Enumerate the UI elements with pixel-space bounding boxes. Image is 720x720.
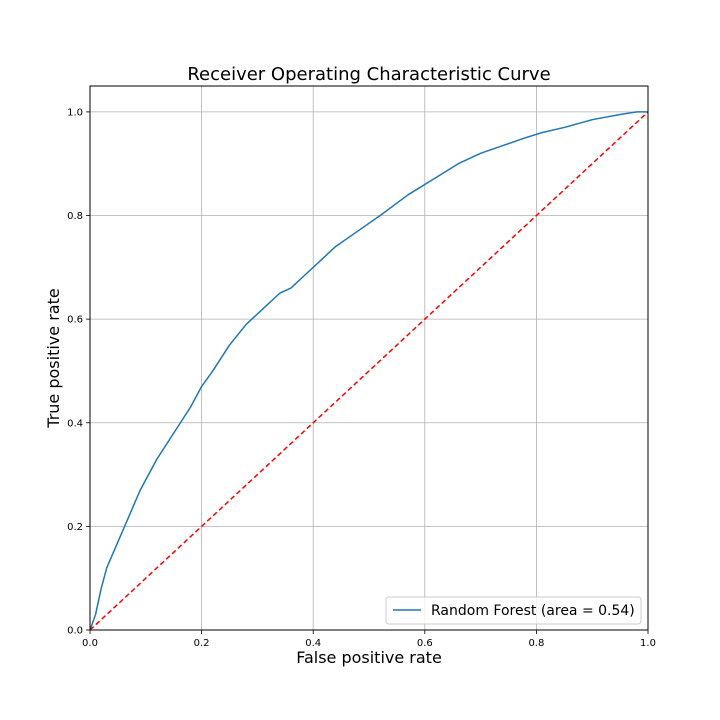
- y-tick-label: 0.0: [67, 626, 83, 637]
- legend: Random Forest (area = 0.54): [385, 596, 642, 625]
- y-tick-label: 0.8: [67, 211, 83, 222]
- chance-diagonal-line: [89, 111, 649, 631]
- grid: [89, 86, 649, 631]
- y-tick-label: 0.6: [67, 315, 83, 326]
- y-tick-label: 0.2: [67, 522, 83, 533]
- x-tick-label: 0.0: [82, 638, 98, 649]
- x-axis: 0.0 0.2 0.4 0.6 0.8 1.0: [82, 630, 656, 649]
- roc-curve-line: [89, 111, 648, 631]
- chart-title: Receiver Operating Characteristic Curve: [187, 64, 550, 85]
- y-tick-label: 1.0: [67, 107, 83, 118]
- x-tick-label: 0.8: [528, 638, 544, 649]
- x-tick-label: 0.4: [305, 638, 321, 649]
- series-layer: [89, 111, 649, 631]
- legend-box: [385, 596, 642, 625]
- x-tick-label: 1.0: [640, 638, 656, 649]
- x-tick-label: 0.2: [194, 638, 210, 649]
- y-axis-label: True positive rate: [44, 288, 63, 428]
- legend-label: Random Forest (area = 0.54): [431, 603, 635, 619]
- y-tick-label: 0.4: [67, 418, 83, 429]
- plot-frame: [89, 85, 649, 631]
- y-axis: 0.0 0.2 0.4 0.6 0.8 1.0: [67, 107, 90, 637]
- x-tick-label: 0.6: [417, 638, 433, 649]
- x-axis-label: False positive rate: [296, 648, 442, 667]
